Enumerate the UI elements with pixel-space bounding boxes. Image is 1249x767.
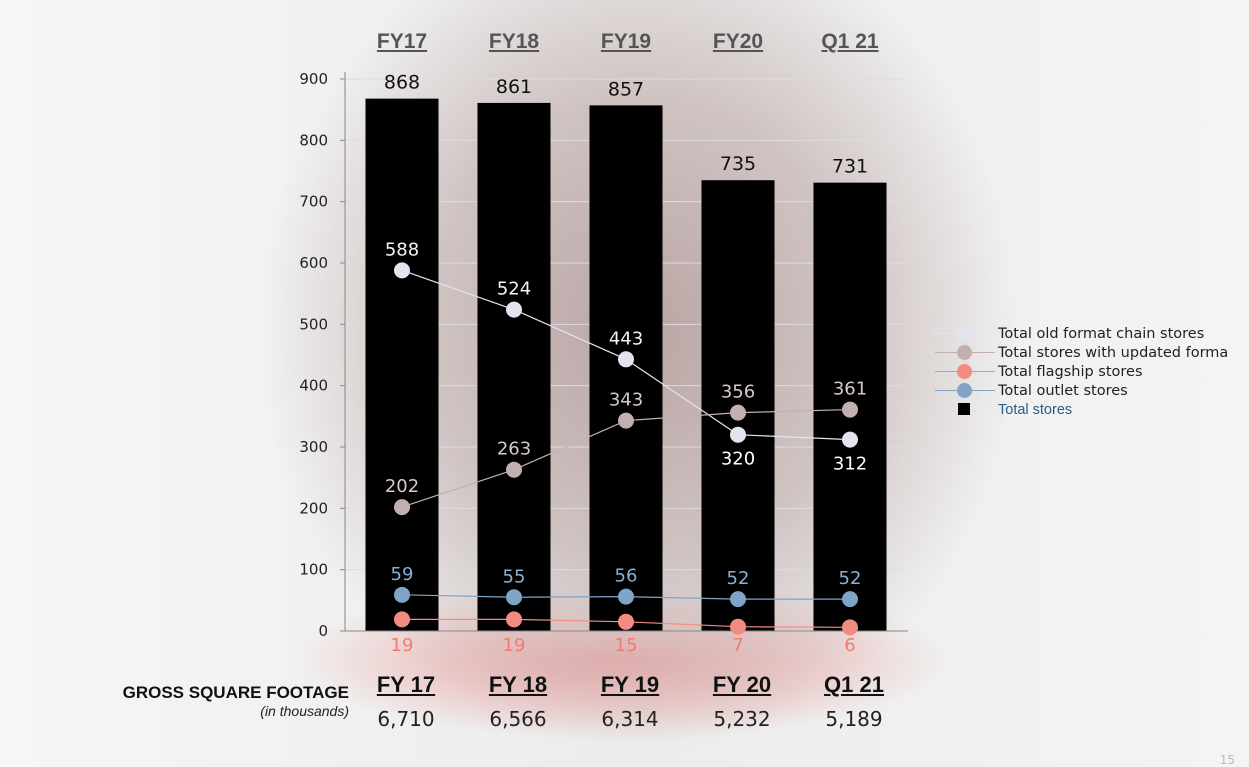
data-point [730,426,746,443]
y-tick-label: 100 [299,561,328,579]
point-label: 7 [732,635,743,656]
gross-square-footage-title: GROSS SQUARE FOOTAGE [122,683,349,702]
footage-period: FY 20 [712,672,772,697]
footage-value: 6,710 [377,707,435,731]
legend-item: Total old format chain stores [935,324,1228,343]
legend-item: Total stores with updated forma [935,343,1228,362]
point-label: 443 [609,328,643,349]
point-label: 320 [721,449,755,470]
point-label: 343 [609,390,643,411]
point-label: 524 [497,279,531,300]
legend: Total old format chain stores Total store… [935,324,1228,419]
footage-period: FY 17 [376,672,436,697]
data-point [618,588,634,605]
bar-label: 735 [720,153,756,175]
legend-swatch [935,381,995,400]
y-tick-label: 300 [299,438,328,456]
point-label: 202 [385,476,419,497]
bar-label: 861 [496,76,532,98]
data-point [842,401,858,418]
data-point [618,613,634,630]
point-label: 52 [727,568,750,589]
bar-total-stores [589,105,663,631]
category-header: FY17 [376,30,428,53]
legend-label: Total stores [998,401,1073,418]
legend-label: Total stores with updated forma [998,344,1229,361]
data-point [730,404,746,421]
data-point [506,611,522,628]
y-tick-label: 400 [299,377,328,395]
y-tick-label: 800 [299,131,328,149]
bar-total-stores [477,102,551,632]
point-label: 6 [844,635,855,656]
point-label: 312 [833,454,867,475]
data-point [842,619,858,636]
y-tick-label: 0 [318,622,328,640]
category-header: FY18 [488,30,540,53]
data-point [618,351,634,368]
y-tick-label: 200 [299,499,328,517]
footage-period: FY 18 [488,672,548,697]
data-point [730,591,746,608]
footage-value: 5,232 [713,707,771,731]
data-point [394,586,410,603]
point-label: 15 [615,635,638,656]
point-label: 263 [497,439,531,460]
bar-label: 868 [384,72,420,94]
y-tick-label: 700 [299,193,328,211]
footage-value: 6,314 [601,707,659,731]
y-tick-label: 900 [299,70,328,88]
point-label: 19 [503,635,526,656]
legend-swatch [935,362,995,381]
data-point [394,611,410,628]
legend-swatch [935,400,995,419]
data-point [394,499,410,516]
data-point [506,461,522,478]
footage-period: Q1 21 [824,672,884,697]
point-label: 59 [391,564,414,585]
legend-label: Total flagship stores [998,363,1143,380]
legend-label: Total old format chain stores [998,325,1205,342]
category-header: Q1 21 [821,30,879,53]
footage-unit: (in thousands) [260,703,349,719]
point-label: 356 [721,382,755,403]
point-label: 56 [615,566,638,587]
point-label: 19 [391,635,414,656]
category-header: FY20 [712,30,764,53]
legend-swatch [935,324,995,343]
category-header: FY19 [600,30,652,53]
data-point [394,262,410,279]
point-label: 52 [839,568,862,589]
footage-value: 6,566 [489,707,547,731]
footage-value: 5,189 [825,707,883,731]
legend-label: Total outlet stores [998,382,1128,399]
legend-item: Total outlet stores [935,381,1228,400]
point-label: 55 [503,566,526,587]
footage-period: FY 19 [600,672,660,697]
legend-swatch [935,343,995,362]
data-point [618,412,634,429]
y-tick-label: 500 [299,315,328,333]
bar-total-stores [365,98,439,632]
point-label: 361 [833,379,867,400]
data-point [506,301,522,318]
bar-label: 857 [608,78,644,100]
data-point [842,431,858,448]
bar-label: 731 [832,156,868,178]
legend-item: Total flagship stores [935,362,1228,381]
data-point [842,591,858,608]
y-tick-label: 600 [299,254,328,272]
legend-item: Total stores [935,400,1228,419]
page-number: 15 [1219,753,1235,767]
point-label: 588 [385,239,419,260]
data-point [506,589,522,606]
data-point [730,618,746,635]
